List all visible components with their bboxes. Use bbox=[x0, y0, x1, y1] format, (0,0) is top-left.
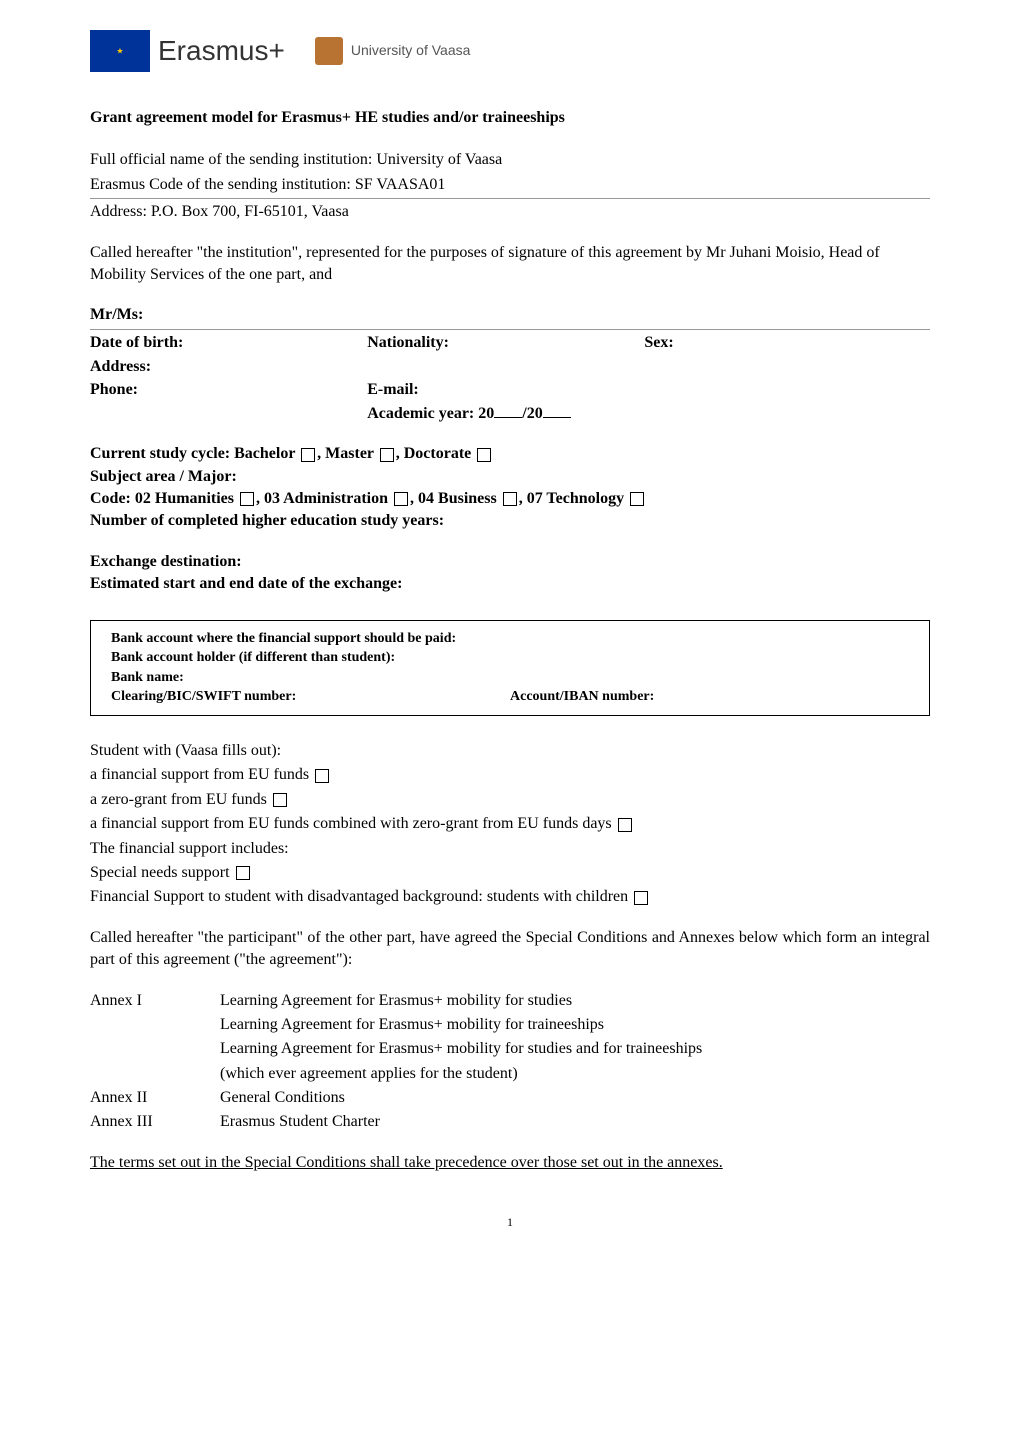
document-title: Grant agreement model for Erasmus+ HE st… bbox=[90, 107, 930, 129]
annex-2-label: Annex II bbox=[90, 1087, 220, 1109]
sw-line6: Financial Support to student with disadv… bbox=[90, 886, 930, 908]
institution-erasmus-code: Erasmus Code of the sending institution:… bbox=[90, 174, 930, 196]
annex-1-row3: Learning Agreement for Erasmus+ mobility… bbox=[90, 1038, 930, 1060]
bank-name: Bank name: bbox=[111, 668, 909, 688]
spacer bbox=[90, 403, 367, 425]
erasmus-logo: Erasmus+ bbox=[90, 30, 285, 72]
sw-line2-text: a zero-grant from EU funds bbox=[90, 791, 271, 808]
annex-1-line2: Learning Agreement for Erasmus+ mobility… bbox=[220, 1014, 930, 1036]
code-humanities-label: Code: 02 Humanities bbox=[90, 490, 238, 507]
sw-line5-text: Special needs support bbox=[90, 864, 234, 881]
annex-3-row: Annex III Erasmus Student Charter bbox=[90, 1111, 930, 1133]
sw-line2: a zero-grant from EU funds bbox=[90, 789, 930, 811]
personal-row-2: Phone: E-mail: bbox=[90, 379, 930, 401]
spacer bbox=[90, 1063, 220, 1085]
participant-paragraph: Called hereafter "the participant" of th… bbox=[90, 927, 930, 972]
cycle-doctorate-label: , Doctorate bbox=[396, 445, 476, 462]
checkbox-business[interactable] bbox=[503, 492, 517, 506]
sw-line3-text: a financial support from EU funds combin… bbox=[90, 815, 616, 832]
checkbox-bachelor[interactable] bbox=[301, 448, 315, 462]
personal-row-3: Academic year: 20/20 bbox=[90, 403, 930, 425]
cycle-master-label: , Master bbox=[317, 445, 378, 462]
spacer bbox=[90, 1014, 220, 1036]
annex-3-content: Erasmus Student Charter bbox=[220, 1111, 930, 1133]
code-row: Code: 02 Humanities , 03 Administration … bbox=[90, 488, 930, 510]
exchange-dates-label: Estimated start and end date of the exch… bbox=[90, 573, 930, 595]
annex-1-line3: Learning Agreement for Erasmus+ mobility… bbox=[220, 1038, 930, 1060]
student-with-header: Student with (Vaasa fills out): bbox=[90, 740, 930, 762]
bank-clearing: Clearing/BIC/SWIFT number: bbox=[111, 687, 510, 707]
dob-label: Date of birth: bbox=[90, 332, 367, 354]
ay-sep: /20 bbox=[522, 405, 542, 422]
bank-box: Bank account where the financial support… bbox=[90, 620, 930, 716]
institution-full-name: Full official name of the sending instit… bbox=[90, 149, 930, 171]
annex-3-label: Annex III bbox=[90, 1111, 220, 1133]
bank-numbers-row: Clearing/BIC/SWIFT number: Account/IBAN … bbox=[111, 687, 909, 707]
divider bbox=[90, 198, 930, 199]
study-cycle-row: Current study cycle: Bachelor , Master ,… bbox=[90, 443, 930, 465]
bank-holder: Bank account holder (if different than s… bbox=[111, 648, 909, 668]
ay-prefix: Academic year: 20 bbox=[367, 405, 494, 422]
institution-address: Address: P.O. Box 700, FI-65101, Vaasa bbox=[90, 201, 930, 223]
checkbox-master[interactable] bbox=[380, 448, 394, 462]
page-number: 1 bbox=[90, 1214, 930, 1231]
academic-year-label: Academic year: 20/20 bbox=[367, 403, 930, 425]
annex-2-content: General Conditions bbox=[220, 1087, 930, 1109]
nationality-label: Nationality: bbox=[367, 332, 644, 354]
sex-label: Sex: bbox=[644, 332, 930, 354]
personal-row-1: Date of birth: Nationality: Sex: bbox=[90, 332, 930, 354]
sw-line1-text: a financial support from EU funds bbox=[90, 766, 313, 783]
erasmus-logo-text: Erasmus+ bbox=[158, 31, 285, 70]
vaasa-icon bbox=[315, 37, 343, 65]
annex-1-line4: (which ever agreement applies for the st… bbox=[220, 1063, 930, 1085]
annex-2-row: Annex II General Conditions bbox=[90, 1087, 930, 1109]
checkbox-disadvantaged[interactable] bbox=[634, 891, 648, 905]
checkbox-admin[interactable] bbox=[394, 492, 408, 506]
code-tech-label: , 07 Technology bbox=[519, 490, 628, 507]
eu-flag-icon bbox=[90, 30, 150, 72]
precedence-paragraph: The terms set out in the Special Conditi… bbox=[90, 1152, 930, 1174]
code-admin-label: , 03 Administration bbox=[256, 490, 392, 507]
student-with-section: Student with (Vaasa fills out): a financ… bbox=[90, 740, 930, 909]
divider bbox=[90, 329, 930, 330]
represented-by-paragraph: Called hereafter "the institution", repr… bbox=[90, 242, 930, 287]
exchange-destination-label: Exchange destination: bbox=[90, 551, 930, 573]
checkbox-eu-funds[interactable] bbox=[315, 769, 329, 783]
checkbox-special-needs[interactable] bbox=[236, 866, 250, 880]
sw-line3: a financial support from EU funds combin… bbox=[90, 813, 930, 835]
code-business-label: , 04 Business bbox=[410, 490, 501, 507]
checkbox-tech[interactable] bbox=[630, 492, 644, 506]
header-logos: Erasmus+ University of Vaasa bbox=[90, 30, 930, 72]
sw-line6-text: Financial Support to student with disadv… bbox=[90, 888, 632, 905]
checkbox-zero-grant[interactable] bbox=[273, 793, 287, 807]
sw-line5: Special needs support bbox=[90, 862, 930, 884]
checkbox-combined[interactable] bbox=[618, 818, 632, 832]
cycle-bachelor-label: Current study cycle: Bachelor bbox=[90, 445, 299, 462]
checkbox-doctorate[interactable] bbox=[477, 448, 491, 462]
annex-1-row: Annex I Learning Agreement for Erasmus+ … bbox=[90, 990, 930, 1012]
checkbox-humanities[interactable] bbox=[240, 492, 254, 506]
annex-1-row2: Learning Agreement for Erasmus+ mobility… bbox=[90, 1014, 930, 1036]
subject-label: Subject area / Major: bbox=[90, 466, 930, 488]
bank-iban: Account/IBAN number: bbox=[510, 687, 909, 707]
ay-blank-2[interactable] bbox=[543, 417, 571, 418]
email-label: E-mail: bbox=[367, 379, 930, 401]
sw-line4: The financial support includes: bbox=[90, 838, 930, 860]
annex-1-line1: Learning Agreement for Erasmus+ mobility… bbox=[220, 990, 930, 1012]
ay-blank-1[interactable] bbox=[494, 417, 522, 418]
phone-label: Phone: bbox=[90, 379, 367, 401]
mr-ms-label: Mr/Ms: bbox=[90, 304, 930, 326]
bank-header: Bank account where the financial support… bbox=[111, 629, 909, 649]
annex-1-label: Annex I bbox=[90, 990, 220, 1012]
annex-1-row4: (which ever agreement applies for the st… bbox=[90, 1063, 930, 1085]
spacer bbox=[90, 1038, 220, 1060]
sw-line1: a financial support from EU funds bbox=[90, 764, 930, 786]
vaasa-logo: University of Vaasa bbox=[315, 37, 471, 65]
vaasa-logo-text: University of Vaasa bbox=[351, 41, 471, 61]
address-label: Address: bbox=[90, 356, 930, 378]
completed-years-label: Number of completed higher education stu… bbox=[90, 510, 930, 532]
